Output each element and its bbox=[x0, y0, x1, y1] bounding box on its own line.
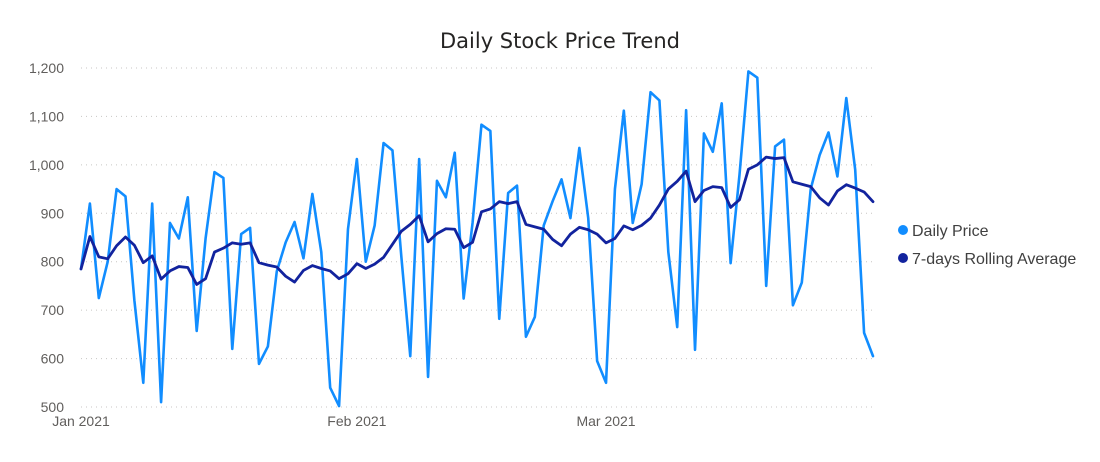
legend-label: 7-days Rolling Average bbox=[912, 251, 1076, 268]
gridlines bbox=[81, 67, 873, 408]
y-tick-label: 800 bbox=[41, 254, 65, 270]
series-lines bbox=[79, 70, 875, 408]
x-tick-label: Jan 2021 bbox=[52, 413, 110, 429]
y-tick-label: 500 bbox=[41, 399, 65, 415]
x-tick-label: Mar 2021 bbox=[576, 413, 635, 429]
y-tick-label: 600 bbox=[41, 351, 65, 367]
series-line-daily-price bbox=[79, 70, 875, 408]
y-tick-label: 1,200 bbox=[29, 60, 64, 76]
x-tick-label: Feb 2021 bbox=[327, 413, 386, 429]
series-line-rolling-average bbox=[79, 155, 875, 286]
y-tick-label: 700 bbox=[41, 302, 65, 318]
x-axis: Jan 2021 Feb 2021 Mar 2021 bbox=[52, 413, 636, 429]
y-tick-label: 1,000 bbox=[29, 157, 64, 173]
legend-marker bbox=[898, 253, 908, 263]
y-tick-label: 1,100 bbox=[29, 108, 64, 124]
chart-title: Daily Stock Price Trend bbox=[440, 29, 680, 53]
y-axis: 500 600 700 800 900 1,000 1,100 1,200 bbox=[29, 60, 64, 415]
legend: Daily Price 7-days Rolling Average bbox=[898, 223, 1076, 268]
legend-label: Daily Price bbox=[912, 223, 989, 240]
legend-marker bbox=[898, 225, 908, 235]
y-tick-label: 900 bbox=[41, 205, 65, 221]
